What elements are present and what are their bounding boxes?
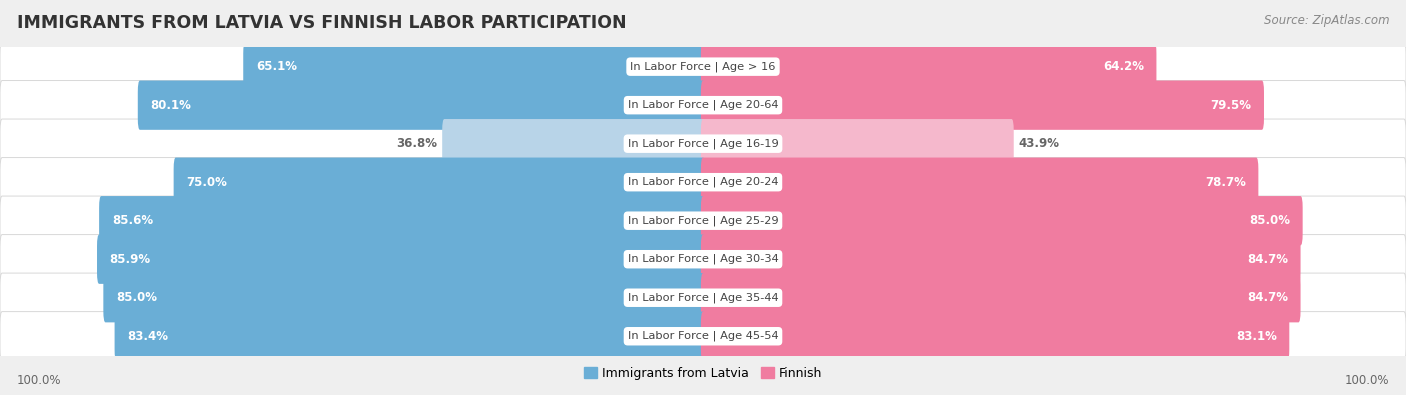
Text: 100.0%: 100.0% [1344, 374, 1389, 387]
Text: In Labor Force | Age 30-34: In Labor Force | Age 30-34 [627, 254, 779, 265]
Text: 65.1%: 65.1% [256, 60, 297, 73]
Text: 85.0%: 85.0% [115, 291, 157, 304]
Text: 100.0%: 100.0% [17, 374, 62, 387]
FancyBboxPatch shape [97, 235, 706, 284]
Text: In Labor Force | Age 20-64: In Labor Force | Age 20-64 [627, 100, 779, 111]
FancyBboxPatch shape [702, 273, 1406, 322]
FancyBboxPatch shape [0, 235, 706, 284]
Text: 43.9%: 43.9% [1018, 137, 1060, 150]
Text: 85.9%: 85.9% [110, 253, 150, 266]
FancyBboxPatch shape [100, 196, 706, 245]
FancyBboxPatch shape [702, 158, 1406, 207]
Text: In Labor Force | Age 20-24: In Labor Force | Age 20-24 [627, 177, 779, 188]
Text: 64.2%: 64.2% [1102, 60, 1144, 73]
FancyBboxPatch shape [243, 42, 706, 91]
Text: In Labor Force | Age > 16: In Labor Force | Age > 16 [630, 61, 776, 72]
FancyBboxPatch shape [702, 158, 1258, 207]
Text: 36.8%: 36.8% [396, 137, 437, 150]
FancyBboxPatch shape [702, 42, 1406, 91]
FancyBboxPatch shape [104, 273, 706, 322]
Text: In Labor Force | Age 35-44: In Labor Force | Age 35-44 [627, 292, 779, 303]
FancyBboxPatch shape [114, 312, 706, 361]
FancyBboxPatch shape [702, 81, 1264, 130]
Text: 83.1%: 83.1% [1236, 330, 1277, 343]
Text: IMMIGRANTS FROM LATVIA VS FINNISH LABOR PARTICIPATION: IMMIGRANTS FROM LATVIA VS FINNISH LABOR … [17, 14, 627, 32]
FancyBboxPatch shape [174, 158, 706, 207]
Text: In Labor Force | Age 16-19: In Labor Force | Age 16-19 [627, 138, 779, 149]
Text: Source: ZipAtlas.com: Source: ZipAtlas.com [1264, 14, 1389, 27]
FancyBboxPatch shape [702, 312, 1289, 361]
FancyBboxPatch shape [702, 235, 1301, 284]
Text: 84.7%: 84.7% [1247, 291, 1288, 304]
FancyBboxPatch shape [0, 273, 706, 322]
FancyBboxPatch shape [702, 119, 1014, 168]
FancyBboxPatch shape [0, 196, 706, 245]
Text: 75.0%: 75.0% [186, 176, 228, 189]
FancyBboxPatch shape [702, 119, 1406, 168]
Text: In Labor Force | Age 45-54: In Labor Force | Age 45-54 [627, 331, 779, 342]
FancyBboxPatch shape [702, 81, 1406, 130]
Legend: Immigrants from Latvia, Finnish: Immigrants from Latvia, Finnish [579, 362, 827, 385]
FancyBboxPatch shape [0, 81, 706, 130]
FancyBboxPatch shape [702, 42, 1156, 91]
FancyBboxPatch shape [702, 235, 1406, 284]
FancyBboxPatch shape [702, 273, 1301, 322]
Text: 84.7%: 84.7% [1247, 253, 1288, 266]
Text: 78.7%: 78.7% [1205, 176, 1246, 189]
FancyBboxPatch shape [702, 312, 1406, 361]
FancyBboxPatch shape [0, 42, 706, 91]
FancyBboxPatch shape [702, 196, 1303, 245]
FancyBboxPatch shape [702, 196, 1406, 245]
FancyBboxPatch shape [0, 119, 706, 168]
FancyBboxPatch shape [443, 119, 706, 168]
FancyBboxPatch shape [0, 312, 706, 361]
FancyBboxPatch shape [138, 81, 706, 130]
Text: In Labor Force | Age 25-29: In Labor Force | Age 25-29 [627, 215, 779, 226]
Text: 79.5%: 79.5% [1211, 99, 1251, 112]
Text: 85.0%: 85.0% [1249, 214, 1291, 227]
Text: 83.4%: 83.4% [127, 330, 169, 343]
Text: 85.6%: 85.6% [112, 214, 153, 227]
FancyBboxPatch shape [0, 158, 706, 207]
Text: 80.1%: 80.1% [150, 99, 191, 112]
